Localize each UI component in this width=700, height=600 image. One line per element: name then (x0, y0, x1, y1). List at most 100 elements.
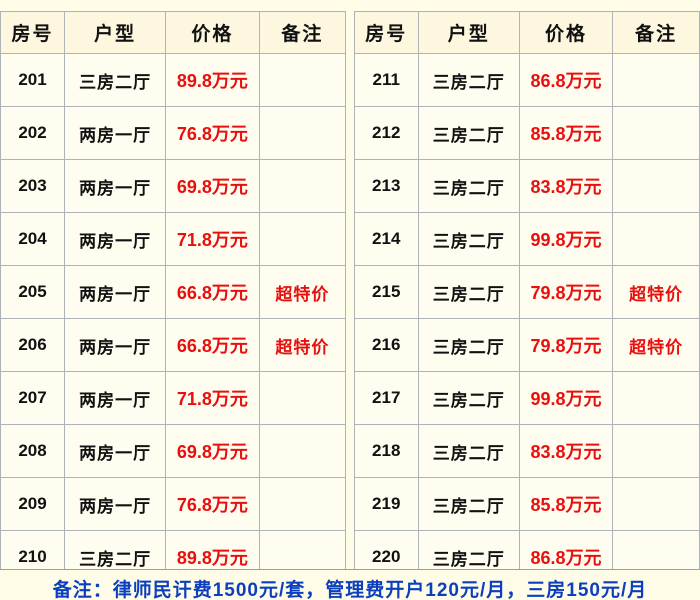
left-table-header-row: 房号 户型 价格 备注 (0, 11, 347, 54)
header-room: 房号 (0, 11, 66, 54)
cell-room: 219 (353, 477, 419, 531)
cell-price: 71.8万元 (165, 371, 260, 425)
cell-type: 两房一厅 (64, 159, 167, 213)
table-row: 217 三房二厅 99.8万元 (353, 371, 700, 425)
cell-room: 203 (0, 159, 66, 213)
cell-price: 85.8万元 (518, 106, 614, 160)
cell-type: 两房一厅 (64, 477, 167, 531)
header-type: 户型 (417, 11, 520, 54)
table-gap (346, 11, 354, 584)
cell-room: 208 (0, 424, 66, 478)
table-row: 204 两房一厅 71.8万元 (0, 212, 347, 266)
cell-note (612, 477, 700, 531)
cell-note: 超特价 (258, 318, 347, 372)
cell-price: 89.8万元 (165, 53, 260, 107)
cell-note (258, 424, 347, 478)
table-row: 206 两房一厅 66.8万元 超特价 (0, 318, 347, 372)
footer-area: 备注：律师民讦费1500元/套，管理费开户120元/月，三房150元/月 (0, 569, 700, 600)
cell-note: 超特价 (612, 318, 700, 372)
cell-type: 三房二厅 (64, 53, 167, 107)
cell-note (612, 53, 700, 107)
cell-price: 76.8万元 (165, 106, 260, 160)
cell-price: 69.8万元 (165, 159, 260, 213)
cell-type: 三房二厅 (417, 106, 520, 160)
cell-room: 209 (0, 477, 66, 531)
table-row: 216 三房二厅 79.8万元 超特价 (353, 318, 700, 372)
cell-note (612, 159, 700, 213)
cell-room: 213 (353, 159, 419, 213)
cell-note (612, 424, 700, 478)
cell-note (612, 106, 700, 160)
cell-type: 三房二厅 (417, 424, 520, 478)
header-type: 户型 (64, 11, 167, 54)
cell-type: 两房一厅 (64, 318, 167, 372)
header-price: 价格 (165, 11, 260, 54)
cell-type: 三房二厅 (417, 212, 520, 266)
cell-note (258, 159, 347, 213)
cell-type: 两房一厅 (64, 106, 167, 160)
cell-type: 两房一厅 (64, 265, 167, 319)
header-room: 房号 (353, 11, 419, 54)
cell-note (612, 371, 700, 425)
table-row: 207 两房一厅 71.8万元 (0, 371, 347, 425)
table-row: 203 两房一厅 69.8万元 (0, 159, 347, 213)
cell-note: 超特价 (258, 265, 347, 319)
cell-room: 216 (353, 318, 419, 372)
table-row: 213 三房二厅 83.8万元 (353, 159, 700, 213)
cell-room: 210 (0, 530, 66, 584)
cell-room: 205 (0, 265, 66, 319)
table-row: 212 三房二厅 85.8万元 (353, 106, 700, 160)
cell-room: 212 (353, 106, 419, 160)
cell-type: 三房二厅 (417, 371, 520, 425)
cell-room: 214 (353, 212, 419, 266)
cell-price: 79.8万元 (518, 265, 614, 319)
cell-note: 超特价 (612, 265, 700, 319)
table-row: 205 两房一厅 66.8万元 超特价 (0, 265, 347, 319)
table-row: 214 三房二厅 99.8万元 (353, 212, 700, 266)
cell-note (258, 477, 347, 531)
cell-note (258, 371, 347, 425)
header-price: 价格 (518, 11, 614, 54)
right-price-table: 房号 户型 价格 备注 211 三房二厅 86.8万元 212 三房二厅 85.… (353, 11, 700, 584)
cell-price: 79.8万元 (518, 318, 614, 372)
footer-note: 备注：律师民讦费1500元/套，管理费开户120元/月，三房150元/月 (52, 580, 648, 600)
tables-container: 房号 户型 价格 备注 201 三房二厅 89.8万元 202 两房一厅 76.… (0, 11, 700, 584)
cell-room: 204 (0, 212, 66, 266)
cell-type: 三房二厅 (417, 318, 520, 372)
cell-type: 两房一厅 (64, 371, 167, 425)
cell-room: 206 (0, 318, 66, 372)
cell-note (258, 106, 347, 160)
cell-price: 66.8万元 (165, 265, 260, 319)
cell-price: 71.8万元 (165, 212, 260, 266)
cell-price: 69.8万元 (165, 424, 260, 478)
cell-type: 三房二厅 (417, 265, 520, 319)
cell-room: 202 (0, 106, 66, 160)
header-note: 备注 (612, 11, 700, 54)
header-note: 备注 (258, 11, 347, 54)
cell-room: 218 (353, 424, 419, 478)
table-row: 208 两房一厅 69.8万元 (0, 424, 347, 478)
table-row: 209 两房一厅 76.8万元 (0, 477, 347, 531)
cell-price: 66.8万元 (165, 318, 260, 372)
table-row: 211 三房二厅 86.8万元 (353, 53, 700, 107)
cell-room: 217 (353, 371, 419, 425)
cell-type: 两房一厅 (64, 212, 167, 266)
right-table-header-row: 房号 户型 价格 备注 (353, 11, 700, 54)
cell-price: 76.8万元 (165, 477, 260, 531)
cell-price: 83.8万元 (518, 424, 614, 478)
cell-room: 211 (353, 53, 419, 107)
cell-type: 三房二厅 (417, 53, 520, 107)
cell-price: 86.8万元 (518, 53, 614, 107)
cell-type: 三房二厅 (417, 477, 520, 531)
cell-note (258, 212, 347, 266)
table-row: 219 三房二厅 85.8万元 (353, 477, 700, 531)
cell-type: 两房一厅 (64, 424, 167, 478)
cell-price: 99.8万元 (518, 371, 614, 425)
table-row: 201 三房二厅 89.8万元 (0, 53, 347, 107)
cell-room: 215 (353, 265, 419, 319)
table-row: 215 三房二厅 79.8万元 超特价 (353, 265, 700, 319)
cell-note (258, 53, 347, 107)
cell-type: 三房二厅 (417, 159, 520, 213)
table-row: 202 两房一厅 76.8万元 (0, 106, 347, 160)
